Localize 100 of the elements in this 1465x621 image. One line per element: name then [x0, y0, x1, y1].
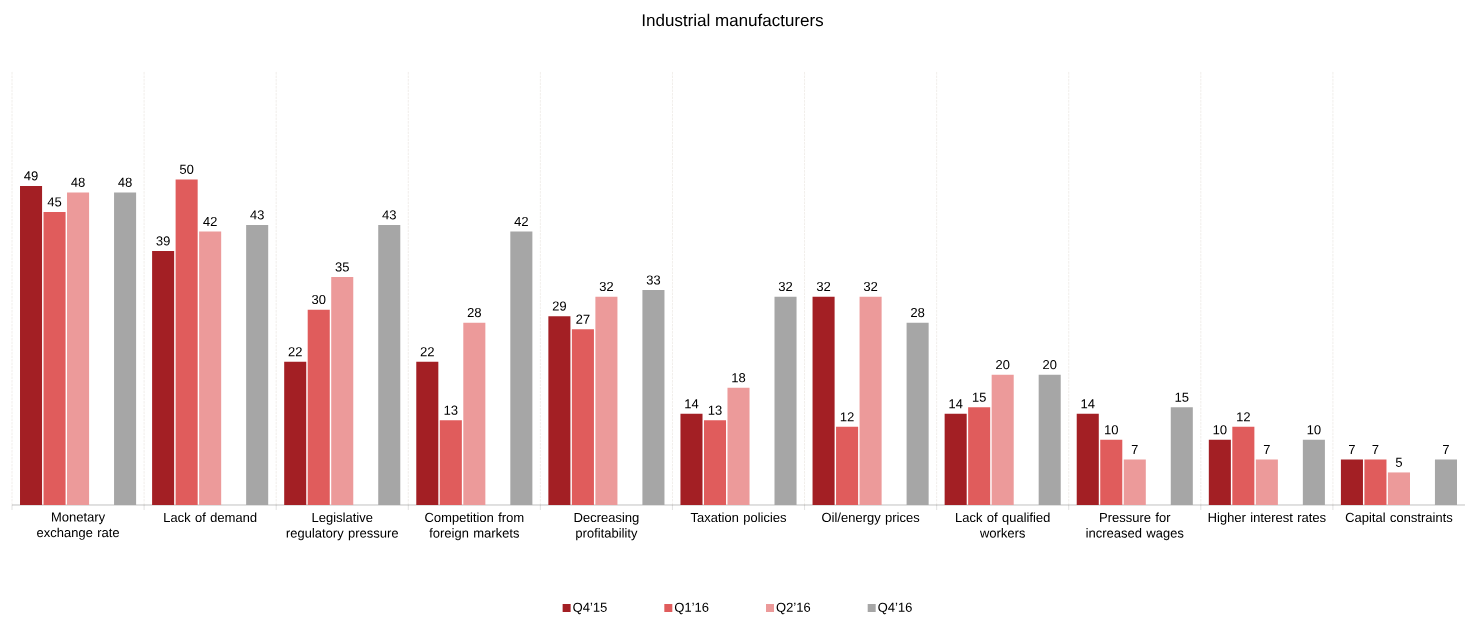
data-label: 42 [203, 216, 217, 226]
data-label: 12 [1237, 412, 1250, 422]
data-label: 5 [1395, 457, 1403, 467]
bar [944, 413, 967, 505]
data-label: 14 [685, 399, 699, 409]
bar [1038, 374, 1061, 505]
data-label: 45 [47, 197, 62, 207]
bar [642, 290, 665, 505]
bar [1208, 439, 1231, 505]
x-tick-label: Capital constraints [1345, 512, 1453, 525]
bar [20, 185, 43, 505]
data-label: 43 [382, 210, 396, 220]
data-label: 48 [71, 177, 85, 187]
data-label: 14 [949, 399, 963, 409]
bar [1076, 413, 1099, 505]
data-label: 22 [420, 347, 434, 357]
data-label: 14 [1081, 399, 1095, 409]
bar [836, 426, 859, 505]
bar [510, 231, 533, 505]
data-label: 7 [1348, 444, 1355, 454]
x-tick-label: Monetary exchange rate [37, 512, 120, 540]
data-label: 15 [972, 392, 986, 402]
bar [152, 251, 175, 505]
bar [968, 407, 991, 505]
x-tick-label: Legislative regulatory pressure [286, 512, 398, 541]
data-label: 32 [863, 281, 878, 292]
legend-label: Q4’15 [573, 602, 607, 615]
data-label: 10 [1213, 425, 1227, 435]
bar [548, 316, 571, 505]
data-label: 18 [732, 373, 746, 383]
x-tick-label: Lack of demand [164, 512, 257, 523]
data-label: 7 [1263, 444, 1270, 454]
x-tick-label: Higher interest rates [1208, 512, 1326, 525]
x-tick-label: Oil/energy prices [822, 512, 920, 525]
data-label: 39 [156, 236, 170, 246]
data-label: 32 [816, 281, 831, 292]
legend-label: Q1’16 [674, 602, 709, 615]
bar [175, 179, 198, 505]
data-label: 7 [1443, 444, 1449, 454]
bar [1100, 439, 1123, 505]
data-label: 28 [911, 307, 925, 318]
bar [439, 420, 462, 505]
bar [680, 413, 703, 505]
bar [378, 225, 401, 505]
bar [307, 309, 330, 505]
bar [1123, 459, 1146, 505]
data-label: 10 [1307, 425, 1321, 435]
bar [1434, 459, 1457, 505]
data-label: 42 [514, 216, 528, 226]
data-label: 27 [576, 314, 590, 324]
bar [246, 225, 269, 505]
x-tick-label: Competition from foreign markets [425, 512, 524, 541]
data-label: 13 [444, 405, 458, 415]
bar [1255, 459, 1278, 505]
bar [812, 296, 835, 505]
bar [703, 420, 727, 505]
x-tick-label: Decreasing profitability [574, 512, 639, 541]
bar [199, 231, 222, 505]
bar [463, 322, 486, 505]
data-label: 20 [996, 360, 1010, 370]
bar [991, 374, 1014, 505]
data-label: 7 [1372, 444, 1379, 454]
bar [595, 296, 618, 505]
data-label: 35 [335, 262, 349, 272]
x-tick-label: Pressure for increased wages [1086, 512, 1184, 541]
bar [1364, 459, 1387, 505]
bar [416, 361, 439, 505]
x-tick-label: Taxation policies [690, 512, 787, 525]
data-label: 50 [179, 164, 194, 174]
data-label: 28 [467, 307, 481, 318]
bar [774, 296, 797, 505]
data-label: 30 [312, 294, 326, 305]
data-label: 33 [646, 275, 661, 285]
data-label: 10 [1105, 425, 1118, 435]
bar [1340, 459, 1363, 505]
data-label: 12 [840, 412, 854, 422]
data-label: 29 [552, 301, 567, 311]
data-label: 15 [1175, 392, 1189, 402]
bar [1232, 426, 1255, 505]
legend-label: Q4’16 [878, 602, 912, 615]
data-label: 7 [1131, 444, 1138, 454]
bar [906, 322, 929, 505]
data-label: 32 [778, 281, 793, 292]
data-label: 43 [250, 210, 264, 220]
bar [727, 387, 750, 505]
bar [114, 192, 137, 505]
data-label: 13 [708, 405, 722, 415]
bar [331, 277, 354, 505]
bar [1387, 472, 1410, 505]
bar [1302, 439, 1325, 505]
data-label: 49 [24, 171, 38, 181]
bar [43, 211, 66, 505]
legend-label: Q2’16 [776, 602, 811, 615]
data-label: 22 [288, 347, 302, 357]
bar [859, 296, 882, 505]
data-label: 32 [599, 281, 613, 292]
data-label: 48 [118, 177, 132, 187]
bar [1170, 407, 1193, 505]
chart-title: Industrial manufacturers [642, 13, 824, 27]
data-label: 20 [1043, 360, 1057, 370]
